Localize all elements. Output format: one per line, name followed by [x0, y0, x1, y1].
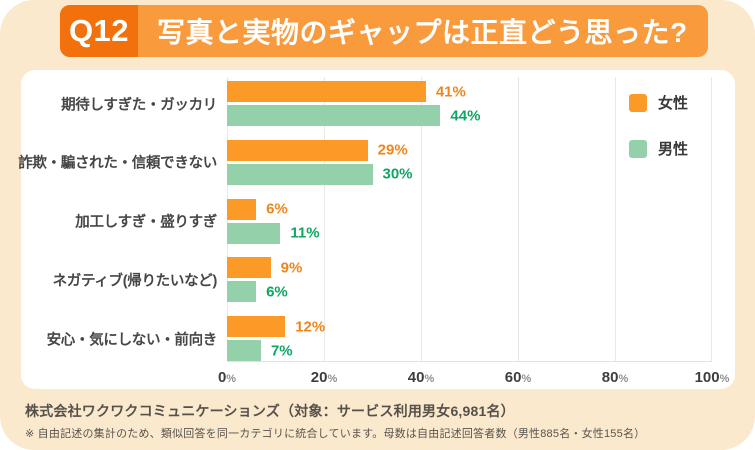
bar-男性-0 — [227, 105, 441, 126]
x-tick-value: 80 — [601, 369, 619, 386]
x-tick-suffix: % — [226, 373, 237, 385]
x-tick-value: 0 — [217, 369, 227, 386]
gridline-20 — [324, 77, 325, 362]
legend-swatch-女性 — [629, 93, 647, 112]
note-text: ※ 自由記述の集計のため、類似回答を同一カテゴリに統合しています。母数は自由記述… — [25, 428, 646, 440]
bar-value-女性-0: 41% — [435, 83, 466, 100]
gridline-40 — [421, 77, 422, 362]
bar-value-男性-2: 11% — [290, 224, 320, 242]
x-tick-value: 100 — [694, 369, 720, 386]
bar-女性-2 — [227, 198, 257, 220]
x-tick-60: 60% — [486, 369, 550, 387]
legend-item-男性: 男性 — [629, 138, 688, 159]
x-tick-100: 100% — [680, 369, 744, 387]
x-tick-value: 40 — [407, 369, 425, 386]
x-tick-suffix: % — [521, 373, 532, 385]
bar-value-女性-2: 6% — [266, 200, 288, 218]
x-tick-40: 40% — [389, 369, 453, 387]
bar-value-女性-3: 9% — [280, 259, 303, 277]
bar-value-男性-4: 7% — [270, 342, 293, 359]
bar-女性-4 — [227, 316, 286, 337]
bar-女性-0 — [227, 81, 426, 102]
bar-value-女性-1: 29% — [377, 141, 408, 159]
gridline-100 — [711, 77, 712, 362]
category-label-3: ネガティブ(帰りたいなど) — [52, 273, 218, 290]
plot-area: 41% 44% 29% 30% 6% 11% 9% 6% 12% 7% — [227, 77, 712, 362]
category-label-2: 加工しすぎ・盛りすぎ — [75, 214, 217, 231]
bar-value-男性-1: 30% — [382, 165, 413, 183]
question-number-badge: Q12 — [60, 5, 138, 57]
gridline-80 — [615, 77, 616, 362]
bar-男性-2 — [227, 222, 281, 244]
legend-label-男性: 男性 — [658, 141, 689, 158]
bar-value-男性-0: 44% — [450, 107, 481, 124]
x-tick-20: 20% — [292, 369, 356, 387]
gridline-60 — [518, 77, 519, 362]
bar-女性-1 — [227, 139, 368, 161]
category-label-0: 期待しすぎた・ガッカリ — [61, 97, 217, 113]
question-title: 写真と実物のギャップは正直どう思った? — [157, 17, 688, 48]
x-tick-suffix: % — [618, 373, 629, 385]
question-header: Q12 写真と実物のギャップは正直どう思った? — [60, 5, 708, 57]
category-label-4: 安心・気にしない・前向き — [46, 332, 218, 348]
bar-男性-3 — [227, 281, 257, 303]
x-tick-80: 80% — [583, 369, 647, 387]
x-tick-suffix: % — [327, 373, 338, 385]
source-text: 株式会社ワクワクコミュニケーションズ（対象：サービス利用男女6,981名） — [25, 403, 515, 419]
x-tick-suffix: % — [719, 373, 730, 385]
bar-男性-4 — [227, 340, 261, 361]
x-axis-line — [227, 361, 712, 362]
gridline-0 — [227, 77, 228, 362]
legend: 女性 男性 — [629, 92, 688, 159]
legend-item-女性: 女性 — [629, 92, 688, 113]
x-tick-value: 60 — [504, 369, 522, 386]
category-label-1: 詐欺・騙された・信頼できない — [18, 155, 217, 172]
legend-label-女性: 女性 — [658, 95, 689, 112]
bar-女性-3 — [227, 257, 271, 279]
legend-swatch-男性 — [629, 139, 647, 158]
bar-value-男性-3: 6% — [266, 283, 288, 301]
bar-value-女性-4: 12% — [295, 318, 326, 335]
chart-card: 41% 44% 29% 30% 6% 11% 9% 6% 12% 7% 期待しすぎた・ガッカリ 詐欺… — [18, 70, 735, 389]
x-tick-suffix: % — [424, 373, 435, 385]
x-tick-value: 20 — [310, 369, 328, 386]
bar-男性-1 — [227, 163, 373, 185]
x-tick-0: 0% — [195, 369, 259, 387]
